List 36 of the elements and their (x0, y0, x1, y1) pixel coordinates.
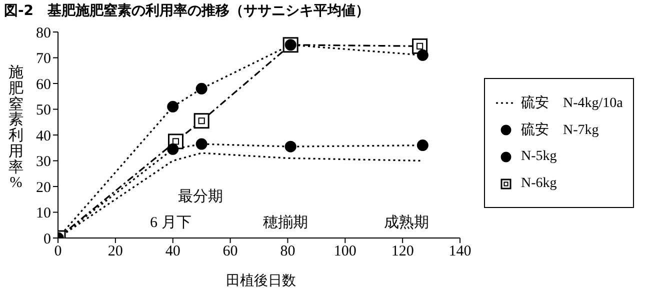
y-axis-title: 施肥窒素利用率% (8, 65, 24, 192)
legend-label: 硫安 N-4kg/10a (521, 94, 623, 112)
x-tick-label: 140 (448, 244, 472, 260)
point (416, 140, 428, 152)
x-tick-label: 80 (280, 244, 296, 260)
y-tick-label: 30 (36, 154, 51, 170)
legend-label: N-5kg (521, 148, 557, 164)
x-axis-title: 田植後日数 (226, 272, 296, 290)
point (167, 100, 179, 112)
legend-label: 硫安 N-7kg (521, 121, 599, 138)
legend-label: N-6kg (521, 176, 557, 192)
chart-title: 図-2 基肥施肥窒素の利用率の推移（ササニシキ平均値） (4, 2, 370, 20)
x-tick-label: 60 (222, 244, 238, 260)
y-tick-label: 70 (36, 51, 51, 68)
y-tick-label: 80 (36, 25, 51, 42)
point (196, 138, 208, 150)
annotation: 最分期 (178, 188, 223, 206)
annotation: 6 月下 (150, 214, 192, 232)
point (194, 113, 210, 129)
y-tick-label: 50 (36, 102, 51, 119)
x-tick-label: 20 (108, 244, 123, 260)
x-tick-label: 120 (391, 244, 414, 260)
y-tick-label: 0 (44, 231, 51, 248)
annotation: 穂揃期 (263, 214, 308, 232)
point (196, 82, 208, 94)
y-tick-label: 40 (36, 128, 51, 144)
x-tick-label: 100 (334, 244, 356, 260)
y-tick-label: 60 (36, 76, 51, 93)
y-tick-label: 20 (36, 180, 51, 196)
point (416, 49, 428, 61)
annotation: 成熟期 (384, 214, 429, 232)
x-tick-label: 0 (54, 244, 62, 260)
x-tick-label: 40 (165, 244, 180, 260)
point (167, 143, 179, 155)
y-tick-label: 10 (36, 206, 51, 222)
point (284, 140, 296, 152)
